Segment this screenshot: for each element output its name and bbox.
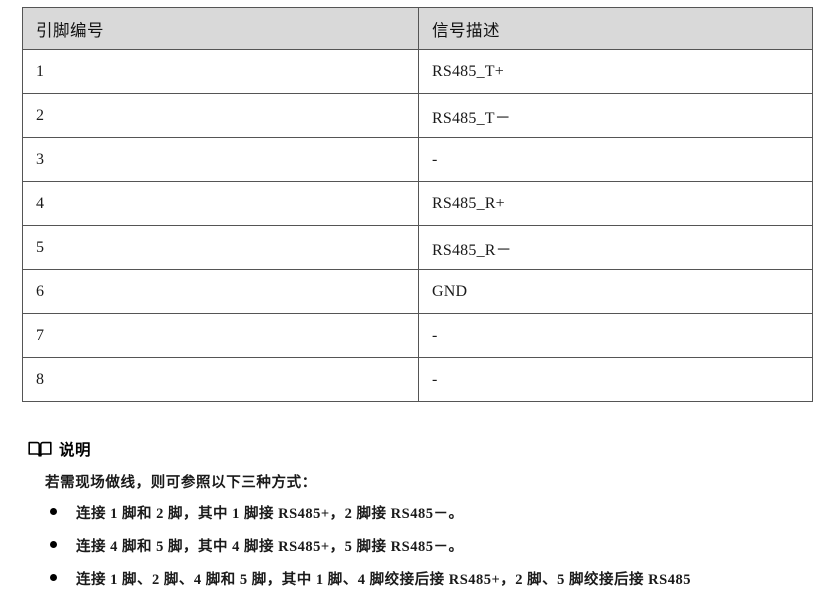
table-header: 引脚编号 信号描述 bbox=[22, 7, 813, 50]
cell-signal-description: - bbox=[418, 357, 813, 402]
cell-signal-description: GND bbox=[418, 269, 813, 314]
table-row: 3 - bbox=[22, 137, 813, 182]
table-row: 7 - bbox=[22, 313, 813, 358]
cell-signal-description: RS485_R－ bbox=[418, 225, 813, 270]
cell-pin-number: 1 bbox=[22, 49, 419, 94]
open-book-icon bbox=[28, 441, 52, 458]
cell-pin-number: 3 bbox=[22, 137, 419, 182]
list-item: 连接 1 脚和 2 脚，其中 1 脚接 RS485+，2 脚接 RS485－。 bbox=[50, 502, 828, 523]
cell-signal-description: - bbox=[418, 137, 813, 182]
note-block: 说明 若需现场做线，则可参照以下三种方式： 连接 1 脚和 2 脚，其中 1 脚… bbox=[28, 438, 828, 601]
note-heading: 说明 bbox=[28, 438, 828, 460]
bullet-point-icon bbox=[50, 508, 57, 515]
table-row: 2 RS485_T－ bbox=[22, 93, 813, 138]
cell-pin-number: 5 bbox=[22, 225, 419, 270]
list-item-text: 连接 1 脚、2 脚、4 脚和 5 脚，其中 1 脚、4 脚绞接后接 RS485… bbox=[76, 572, 691, 588]
cell-pin-number: 7 bbox=[22, 313, 419, 358]
table-row: 1 RS485_T+ bbox=[22, 49, 813, 94]
cell-pin-number: 6 bbox=[22, 269, 419, 314]
cell-signal-description: RS485_T+ bbox=[418, 49, 813, 94]
cell-pin-number: 2 bbox=[22, 93, 419, 138]
table-row: 5 RS485_R－ bbox=[22, 225, 813, 270]
cell-signal-description: RS485_R+ bbox=[418, 181, 813, 226]
table-body: 1 RS485_T+ 2 RS485_T－ 3 - 4 RS485_R+ 5 bbox=[22, 49, 813, 402]
table-row: 4 RS485_R+ bbox=[22, 181, 813, 226]
table-header-row: 引脚编号 信号描述 bbox=[22, 7, 813, 50]
list-item: 连接 4 脚和 5 脚，其中 4 脚接 RS485+，5 脚接 RS485－。 bbox=[50, 535, 828, 556]
cell-pin-number: 4 bbox=[22, 181, 419, 226]
column-header-signal-description: 信号描述 bbox=[418, 7, 813, 50]
table-row: 6 GND bbox=[22, 269, 813, 314]
list-item: 连接 1 脚、2 脚、4 脚和 5 脚，其中 1 脚、4 脚绞接后接 RS485… bbox=[50, 568, 828, 589]
column-header-pin-number: 引脚编号 bbox=[22, 7, 419, 50]
cell-signal-description: RS485_T－ bbox=[418, 93, 813, 138]
note-bullet-list: 连接 1 脚和 2 脚，其中 1 脚接 RS485+，2 脚接 RS485－。 … bbox=[50, 502, 828, 589]
cell-signal-description: - bbox=[418, 313, 813, 358]
bullet-point-icon bbox=[50, 574, 57, 581]
table-row: 8 - bbox=[22, 357, 813, 402]
list-item-text: 连接 1 脚和 2 脚，其中 1 脚接 RS485+，2 脚接 RS485－。 bbox=[76, 506, 464, 522]
cell-pin-number: 8 bbox=[22, 357, 419, 402]
note-intro-text: 若需现场做线，则可参照以下三种方式： bbox=[45, 475, 317, 491]
note-title: 说明 bbox=[59, 442, 92, 459]
pin-assignment-table: 引脚编号 信号描述 1 RS485_T+ 2 RS485_T－ 3 - bbox=[22, 7, 813, 402]
bullet-point-icon bbox=[50, 541, 57, 548]
list-item-text: 连接 4 脚和 5 脚，其中 4 脚接 RS485+，5 脚接 RS485－。 bbox=[76, 539, 464, 555]
pin-assignment-table-container: 引脚编号 信号描述 1 RS485_T+ 2 RS485_T－ 3 - bbox=[22, 7, 813, 402]
